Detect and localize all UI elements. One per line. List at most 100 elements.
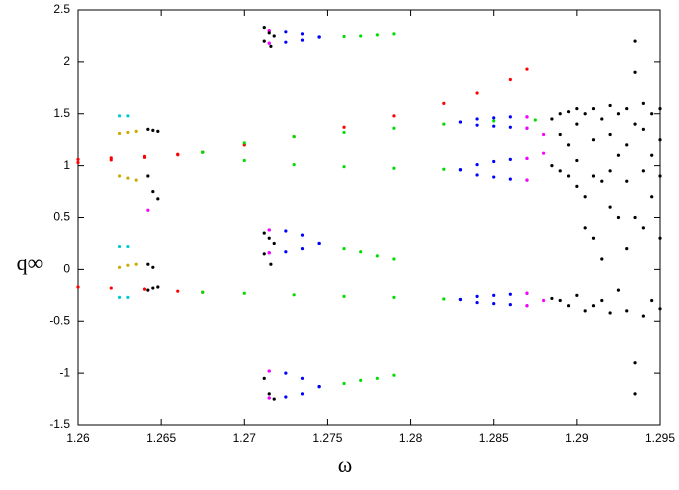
data-point — [151, 128, 155, 132]
data-point — [525, 115, 529, 119]
data-point — [300, 32, 305, 36]
data-point — [300, 233, 305, 237]
data-point — [284, 229, 288, 233]
data-point — [269, 262, 273, 266]
data-point — [633, 361, 637, 365]
data-point — [146, 174, 150, 178]
data-point — [508, 125, 512, 129]
data-point — [475, 300, 479, 305]
data-point — [242, 141, 246, 145]
data-point — [126, 295, 130, 299]
data-point — [284, 395, 288, 399]
data-point — [242, 291, 246, 295]
data-point — [142, 287, 147, 291]
data-point — [242, 158, 246, 163]
data-point — [616, 112, 621, 116]
data-point — [151, 286, 155, 290]
data-point — [109, 286, 113, 290]
data-point — [442, 167, 446, 171]
data-point — [176, 289, 180, 293]
data-point — [583, 226, 587, 230]
data-point — [392, 257, 396, 261]
data-point — [317, 241, 321, 246]
data-point — [566, 110, 571, 114]
data-point — [134, 262, 138, 266]
data-point — [359, 34, 363, 38]
data-point — [650, 298, 654, 303]
data-point — [658, 174, 662, 178]
data-point — [633, 215, 637, 220]
data-point — [525, 291, 529, 295]
data-point — [658, 236, 662, 240]
data-point — [525, 156, 529, 160]
data-point — [458, 168, 463, 172]
data-point — [76, 157, 80, 161]
data-point — [442, 122, 446, 126]
data-point — [600, 179, 604, 183]
y-tick-label: 2.5 — [53, 2, 70, 16]
data-point — [109, 158, 113, 162]
data-point — [650, 112, 654, 116]
data-point — [267, 369, 271, 373]
data-point — [525, 126, 529, 130]
y-tick-label: 2 — [63, 54, 70, 68]
data-point — [508, 177, 512, 181]
data-point — [550, 117, 554, 121]
data-point — [641, 169, 645, 173]
data-point — [342, 125, 346, 129]
data-point — [392, 373, 396, 377]
data-point — [550, 296, 554, 301]
data-point — [284, 371, 288, 375]
data-point — [475, 91, 479, 95]
data-point — [151, 189, 155, 194]
data-point — [633, 392, 637, 396]
data-point — [317, 385, 321, 389]
data-point — [156, 197, 160, 201]
data-point — [262, 252, 266, 256]
y-axis-label: q∞ — [17, 250, 44, 275]
data-point — [342, 34, 346, 39]
data-point — [342, 381, 346, 386]
data-point — [525, 304, 529, 308]
data-point — [475, 294, 479, 298]
data-point — [475, 117, 479, 121]
data-point — [591, 138, 596, 142]
data-point — [625, 143, 629, 147]
data-point — [475, 162, 479, 167]
data-point — [575, 293, 579, 297]
data-point — [650, 153, 654, 157]
data-point — [566, 143, 571, 147]
x-tick-label: 1.29 — [565, 431, 589, 445]
data-point — [146, 208, 150, 212]
data-point — [583, 112, 587, 116]
data-point — [267, 251, 271, 255]
data-point — [375, 376, 379, 380]
data-point — [267, 31, 271, 35]
x-tick-label: 1.285 — [479, 431, 509, 445]
data-point — [117, 265, 122, 269]
data-point — [392, 295, 396, 299]
data-point — [300, 392, 305, 396]
data-point — [475, 123, 479, 127]
data-point — [342, 294, 346, 298]
data-point — [633, 122, 637, 126]
data-point — [600, 257, 604, 261]
data-point — [76, 160, 80, 165]
data-point — [267, 236, 271, 240]
y-tick-label: 1.5 — [53, 106, 70, 120]
data-point — [633, 39, 637, 43]
data-point — [151, 265, 155, 269]
data-point — [142, 155, 147, 159]
y-tick-label: -1.5 — [49, 417, 70, 431]
data-point — [392, 126, 396, 130]
data-point — [650, 195, 654, 199]
data-point — [508, 77, 512, 82]
data-point — [156, 129, 160, 133]
x-tick-label: 1.28 — [399, 431, 423, 445]
data-point — [591, 236, 596, 240]
data-point — [600, 298, 604, 303]
data-point — [267, 228, 271, 232]
data-point — [292, 162, 296, 167]
y-tick-label: -1 — [59, 365, 70, 379]
